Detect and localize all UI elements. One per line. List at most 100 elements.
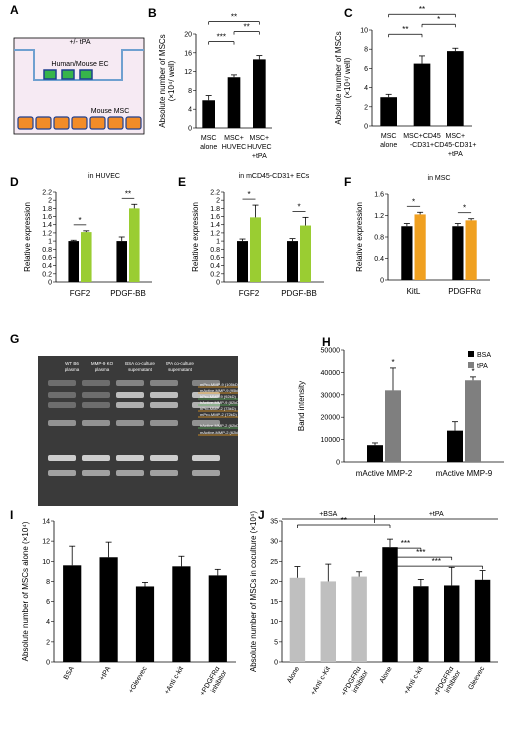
y-tick-label: 10000 (321, 437, 341, 444)
bar (289, 577, 306, 662)
group-label: +tPA (429, 511, 444, 518)
msc-cell (89, 116, 106, 130)
y-tick-label: 0.6 (42, 255, 52, 262)
y-tick-label: 16 (184, 50, 192, 57)
bar (413, 586, 429, 662)
gel-bands (48, 380, 220, 476)
bar (202, 100, 215, 128)
bar (465, 380, 481, 462)
gel-band-label: hActive-MMP-9 (82kD) (200, 400, 241, 405)
gel-image-right (196, 356, 238, 506)
y-tick-label: 1.2 (210, 230, 220, 237)
significance-bracket (389, 547, 422, 552)
msc-cell (125, 116, 142, 130)
significance-label: ** (244, 23, 250, 32)
gel-band (116, 392, 144, 398)
chart-b: B 0 4 8 12 16 20 Absolute number of MSCs(×10⁴/ … (148, 6, 272, 160)
treatment-label: +/- tPA (69, 39, 90, 46)
significance-bracket (297, 524, 391, 528)
y-tick-label: 1.8 (42, 206, 52, 213)
chart-f: F 0 0.4 0.8 1.2 1.6 Relative expression in MSC K… (344, 175, 490, 296)
y-tick-label: 0.4 (374, 256, 384, 263)
significance-label: ** (341, 516, 347, 525)
significance-label: ** (231, 13, 237, 22)
x-tick-label: mActive MMP-2 (356, 469, 413, 478)
y-axis-label: Band intensity (297, 381, 306, 431)
y-axis-label: Relative expression (191, 202, 200, 272)
bar (444, 585, 460, 662)
gel-band (192, 470, 220, 476)
x-tick-label: PDGF-BB (281, 289, 317, 298)
x-tick-label: Alone (379, 665, 394, 684)
chart-title: in HUVEC (88, 173, 120, 180)
x-tick-label: MSC+ CD45-CD31+ +tPA (434, 133, 476, 158)
gel-marker-label: 75 KD (22, 412, 36, 418)
significance-label: * (437, 15, 440, 24)
bar (116, 241, 127, 282)
gel-band (48, 392, 76, 398)
ec-cell (43, 69, 57, 80)
legend-label: tPA (477, 363, 488, 370)
chart-title: in mCD45-CD31+ ECs (239, 173, 310, 180)
x-tick-label: MSC+ HUVEC +tPA (247, 135, 272, 160)
gel-band (48, 402, 76, 408)
bar (63, 565, 82, 662)
bar (172, 566, 191, 662)
gel-band (116, 402, 144, 408)
panel-letter-j: J (258, 508, 265, 522)
y-tick-label: 1.6 (374, 192, 384, 199)
chart-i: I 0 2 4 6 8 10 12 14 Absolute number of MSCs alon… (10, 508, 236, 697)
chart-title: in MSC (428, 175, 451, 182)
panel-letter-c: C (344, 6, 353, 20)
bar (129, 208, 140, 282)
significance-label: * (247, 190, 250, 199)
bar (380, 97, 397, 126)
y-tick-label: 0.8 (42, 247, 52, 254)
bar (367, 445, 383, 462)
panel-letter-i: I (10, 508, 13, 522)
y-tick-label: 10 (360, 28, 368, 35)
y-tick-label: 0 (48, 280, 52, 287)
gel-lane-label: MMP-9 KO plasma (91, 361, 114, 372)
gel-band-labels: mPro-MMP-9 (105kD)mActive-MMP-9 (95kD)hP… (198, 382, 242, 436)
gel-band (192, 392, 220, 398)
gel-marker-label: 50 KD (22, 447, 36, 453)
y-tick-label: 8 (364, 47, 368, 54)
y-tick-label: 0 (216, 280, 220, 287)
significance-bracket (388, 33, 423, 38)
x-tick-label: FGF2 (70, 289, 91, 298)
gel-band-label: hPro-MMP-2 (73kD) (200, 406, 236, 411)
gel-marker-labels: 150 KD 100 KD 75 KD 50 KD (19, 370, 36, 453)
chart-c: C 0 2 4 6 8 10 Absolute number of MSCs(×10⁴/ we… (334, 5, 476, 158)
significance-bracket (208, 41, 235, 45)
y-axis-label: Absolute number of MSCs in coculture (×1… (249, 511, 258, 672)
y-tick-label: 4 (188, 107, 192, 114)
gel-band (150, 470, 178, 476)
x-tick-label: +tPA (99, 665, 113, 682)
x-tick-label: +Anti c-Kit (310, 665, 332, 696)
significance-label: *** (432, 557, 441, 566)
bar (135, 586, 155, 662)
significance-label: *** (416, 548, 425, 557)
gel-band (150, 392, 178, 398)
x-tick-label: +PDGFRαinhibitor (433, 665, 463, 701)
bar (385, 390, 401, 462)
y-tick-label: 14 (42, 519, 50, 526)
msc-cell (35, 116, 52, 130)
panel-g-gel: G WT B6 plasma MMP-9 KO plasma BSA co-cultur… (10, 332, 242, 506)
significance-label: * (471, 367, 474, 376)
y-tick-label: 10 (42, 559, 50, 566)
y-tick-label: 0 (188, 126, 192, 133)
msc-cell (107, 116, 124, 130)
bar (99, 557, 118, 662)
significance-label: * (463, 204, 466, 213)
gel-lane-labels: WT B6 plasma MMP-9 KO plasma BSA co-culture s… (65, 361, 195, 372)
gel-band (150, 380, 178, 386)
y-tick-label: 0 (364, 124, 368, 131)
bar (382, 547, 398, 662)
y-tick-label: 2 (46, 639, 50, 646)
y-tick-label: 35 (270, 519, 278, 526)
x-tick-label: PDGFRα (448, 287, 481, 296)
gel-band (192, 455, 220, 461)
bar (237, 241, 248, 282)
